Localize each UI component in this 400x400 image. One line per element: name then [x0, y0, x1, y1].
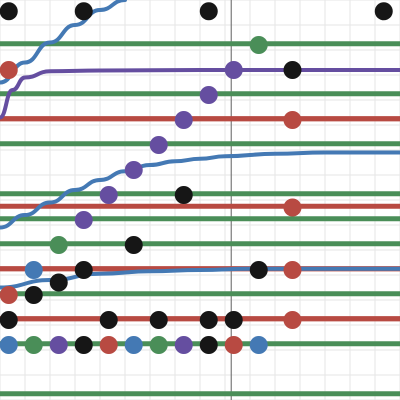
point-black[interactable]	[374, 2, 393, 21]
point-green[interactable]	[249, 36, 268, 54]
point-red[interactable]	[283, 261, 302, 279]
point-blue[interactable]	[124, 336, 143, 354]
curve-blue[interactable]	[0, 0, 127, 113]
point-black[interactable]	[0, 311, 18, 329]
point-green[interactable]	[24, 336, 43, 354]
point-black[interactable]	[74, 2, 93, 21]
point-red[interactable]	[0, 286, 18, 304]
point-black[interactable]	[174, 186, 193, 204]
point-black[interactable]	[283, 61, 302, 79]
curve-blue[interactable]	[0, 150, 400, 230]
point-black[interactable]	[49, 273, 68, 292]
point-black[interactable]	[199, 2, 218, 21]
point-red[interactable]	[283, 311, 302, 329]
point-blue[interactable]	[249, 336, 268, 354]
curve-purple[interactable]	[0, 67, 400, 120]
point-red[interactable]	[224, 336, 243, 354]
point-purple[interactable]	[149, 136, 168, 154]
point-purple[interactable]	[199, 86, 218, 104]
point-purple[interactable]	[124, 161, 143, 179]
point-blue[interactable]	[24, 261, 43, 279]
point-black[interactable]	[24, 286, 43, 304]
point-black[interactable]	[199, 336, 218, 354]
point-black[interactable]	[124, 236, 143, 254]
point-purple[interactable]	[174, 336, 193, 354]
point-red[interactable]	[283, 111, 302, 129]
point-purple[interactable]	[74, 211, 93, 229]
point-black[interactable]	[149, 311, 168, 329]
point-black[interactable]	[249, 261, 268, 279]
point-black[interactable]	[0, 2, 18, 21]
points	[0, 2, 393, 354]
point-purple[interactable]	[174, 111, 193, 129]
point-black[interactable]	[224, 311, 243, 329]
point-blue[interactable]	[0, 336, 18, 354]
point-black[interactable]	[74, 336, 93, 354]
point-purple[interactable]	[49, 336, 68, 354]
point-black[interactable]	[74, 261, 93, 279]
point-red[interactable]	[99, 336, 118, 354]
point-green[interactable]	[149, 336, 168, 354]
point-green[interactable]	[49, 236, 68, 254]
point-black[interactable]	[99, 311, 118, 329]
point-black[interactable]	[199, 311, 218, 329]
point-red[interactable]	[283, 198, 302, 217]
point-red[interactable]	[0, 61, 18, 79]
point-purple[interactable]	[99, 186, 118, 204]
point-purple[interactable]	[224, 61, 243, 79]
